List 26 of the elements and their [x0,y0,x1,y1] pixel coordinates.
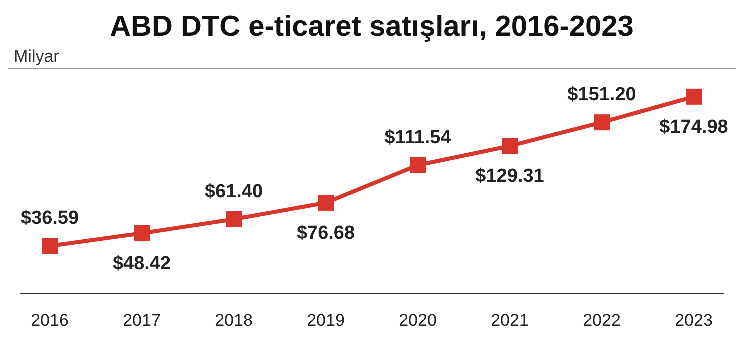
point [594,114,610,131]
x-tick-label: 2021 [491,311,529,330]
data-label: $76.68 [296,222,356,244]
x-tick-label: 2019 [307,311,345,330]
point [134,225,150,242]
point [502,138,518,154]
x-tick-label: 2022 [583,311,621,330]
x-tick-label: 2020 [399,311,437,330]
data-label: $36.59 [20,208,80,230]
x-tick-label: 2017 [123,311,161,330]
point [410,157,426,174]
data-label: $151.20 [568,84,636,106]
y-axis-title: Milyar [8,46,736,69]
x-tick-label: 2018 [215,311,253,330]
point [318,194,334,211]
data-label: $61.40 [204,181,264,202]
x-tick-label: 2023 [675,311,713,330]
point [686,88,702,105]
point [42,238,58,254]
data-label: $174.98 [660,116,728,138]
x-tick-label: 2016 [31,311,69,330]
data-label: $129.31 [476,166,545,188]
data-label: $111.54 [384,127,452,148]
data-label: $48.42 [112,253,172,274]
point [226,211,242,228]
chart-title: ABD DTC e-ticaret satışları, 2016-2023 [109,10,635,45]
